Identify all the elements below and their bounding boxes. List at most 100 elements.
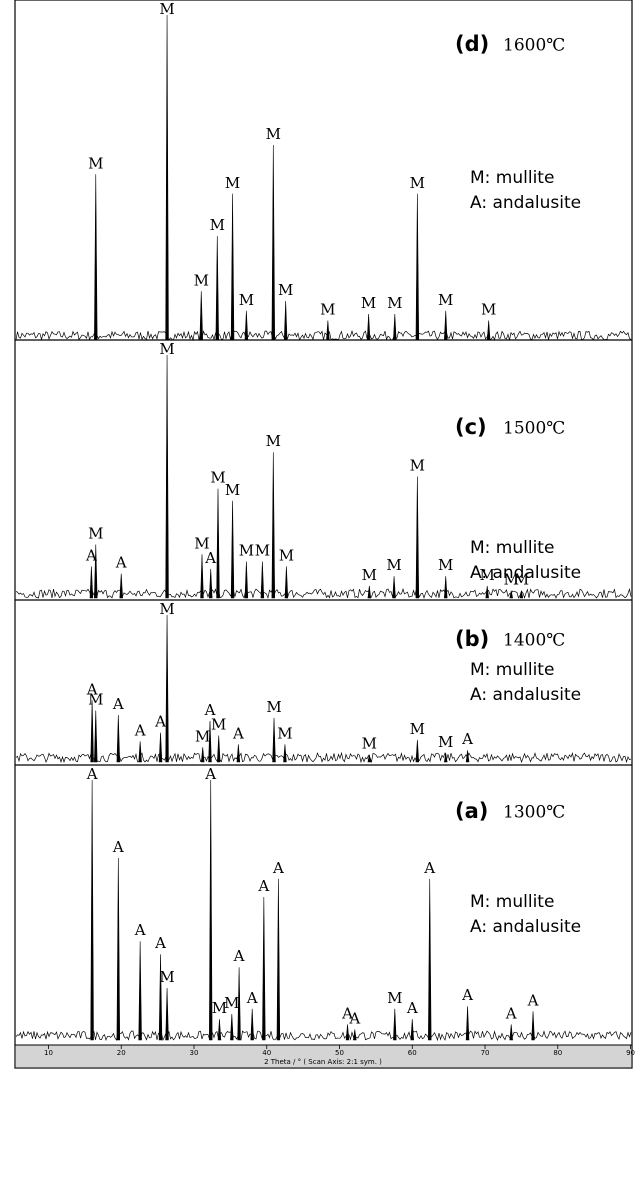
peak-label: A: [154, 713, 166, 731]
peak-label: M: [387, 989, 402, 1007]
temperature: 1400℃: [503, 631, 565, 651]
peak: [90, 700, 94, 763]
peak: [366, 313, 371, 341]
peak-label: A: [134, 921, 146, 939]
peak-label: M: [387, 294, 402, 312]
peak-label: M: [88, 525, 103, 543]
peak-label: A: [115, 554, 127, 572]
peak: [89, 566, 94, 599]
peak-label: M: [210, 216, 225, 234]
peak-label: M: [277, 724, 292, 742]
peak-label: M: [159, 340, 174, 358]
peak: [116, 714, 121, 763]
peak-label: A: [232, 724, 244, 742]
peak-label: M: [210, 469, 225, 487]
peak: [326, 320, 330, 341]
peak-label: M: [410, 174, 425, 192]
peak-label: M: [195, 727, 210, 745]
peak-label: M: [194, 534, 209, 552]
peak-label: A: [527, 991, 539, 1009]
x-tick-label: 50: [335, 1049, 344, 1057]
peak-label: M: [194, 271, 209, 289]
temperature: 1600℃: [503, 36, 565, 56]
peak: [353, 1029, 357, 1041]
peak: [465, 750, 470, 763]
peak: [393, 313, 397, 341]
peak: [230, 1013, 234, 1041]
peak-label: M: [266, 698, 281, 716]
peak-label: A: [406, 999, 418, 1017]
peak-label: M: [514, 571, 529, 589]
baseline-noise: [15, 1029, 632, 1042]
peak: [138, 741, 142, 763]
peak-label: M: [88, 154, 103, 172]
peak: [485, 585, 489, 599]
peak: [209, 568, 213, 599]
legend-entry: M: mullite: [470, 660, 554, 680]
peak: [94, 174, 98, 341]
legend-entry: M: mullite: [470, 168, 554, 188]
legend-entry: A: andalusite: [470, 917, 581, 937]
peak: [208, 720, 212, 763]
peak-label: A: [246, 989, 258, 1007]
legend-entry: M: mullite: [470, 892, 554, 912]
peak: [444, 576, 448, 599]
peak: [272, 717, 276, 763]
peak: [200, 554, 204, 599]
peak: [531, 1011, 535, 1041]
peak-label: M: [255, 542, 270, 560]
peak-label: A: [348, 1010, 360, 1028]
peak-label: M: [504, 571, 519, 589]
peak: [283, 744, 287, 763]
peak: [415, 476, 420, 599]
peak-label: M: [438, 733, 453, 751]
peak: [94, 710, 98, 763]
peak: [509, 590, 513, 599]
temperature: 1500℃: [503, 419, 565, 439]
peak-label: A: [154, 934, 166, 952]
peak: [509, 1024, 513, 1041]
peak-label: M: [88, 691, 103, 709]
peak: [367, 754, 372, 763]
peak: [216, 488, 220, 599]
peak-label: M: [438, 556, 453, 574]
peak: [165, 987, 169, 1041]
peak: [116, 857, 121, 1041]
x-tick-label: 30: [190, 1049, 199, 1057]
peak: [276, 878, 281, 1041]
peak: [236, 744, 241, 763]
peak: [230, 193, 235, 341]
legend-entry: A: andalusite: [470, 685, 581, 705]
peak: [250, 1008, 254, 1041]
peak-label: M: [212, 999, 227, 1017]
peak-label: A: [86, 765, 98, 783]
peak-label: A: [423, 859, 435, 877]
peak-label: A: [505, 1004, 517, 1022]
x-tick-label: 20: [117, 1049, 126, 1057]
peak: [284, 566, 289, 599]
peak-label: M: [159, 968, 174, 986]
peak-label: A: [341, 1004, 353, 1022]
peak-label: M: [410, 720, 425, 738]
peak: [119, 573, 123, 599]
baseline-noise: [15, 329, 632, 342]
peak-label: M: [225, 174, 240, 192]
peak: [94, 544, 98, 599]
peak-label: M: [361, 294, 376, 312]
x-tick-label: 10: [44, 1049, 53, 1057]
peak: [392, 576, 396, 599]
peak: [158, 954, 163, 1041]
peak: [230, 500, 235, 599]
peak: [165, 14, 169, 341]
axis-bar: [14, 1044, 633, 1069]
peak-label: M: [239, 542, 254, 560]
peak-label: A: [204, 701, 216, 719]
x-tick-label: 40: [262, 1049, 271, 1057]
peak-label: M: [362, 735, 377, 753]
peak: [283, 300, 288, 341]
peak: [465, 1006, 470, 1041]
temperature: 1300℃: [503, 803, 565, 823]
peak-label: M: [266, 432, 281, 450]
peak-label: A: [461, 730, 473, 748]
